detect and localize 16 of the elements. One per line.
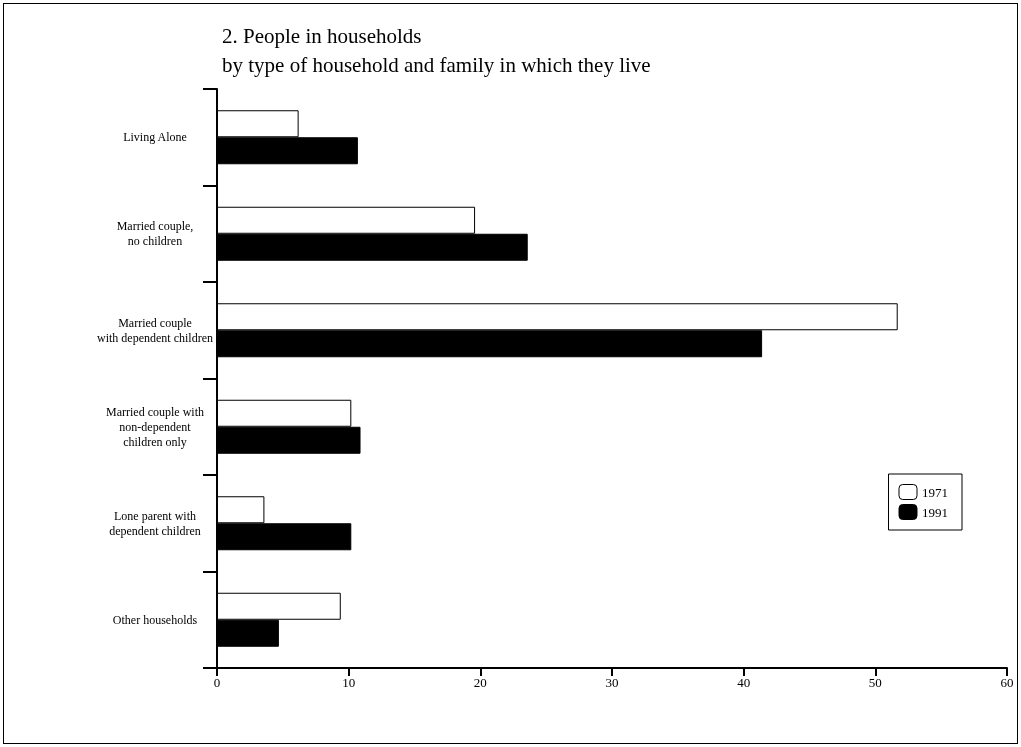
chart-title: 2. People in households by type of household and family in which they live (222, 23, 651, 77)
y-tick-label: Other households (112, 612, 198, 627)
x-tick-label: 0 (213, 675, 221, 690)
y-tick-label: Married couple with non-dependent children only (106, 404, 204, 449)
y-tick-label: Lone parent with dependent children (109, 508, 201, 538)
x-tick-label: 10 (342, 675, 356, 690)
legend-label: 1971 (922, 484, 948, 500)
x-tick-label: 60 (1000, 675, 1014, 690)
y-tick-label: Married couple, no children (116, 219, 194, 249)
x-tick-label: 40 (737, 675, 751, 690)
x-tick-label: 20 (473, 675, 487, 690)
y-tick-label: Living Alone (123, 130, 187, 145)
x-tick-label: 30 (605, 675, 619, 690)
legend-label: 1991 (922, 504, 948, 520)
y-tick-label: Married couple with dependent children (97, 315, 213, 345)
x-tick-label: 50 (868, 675, 882, 690)
